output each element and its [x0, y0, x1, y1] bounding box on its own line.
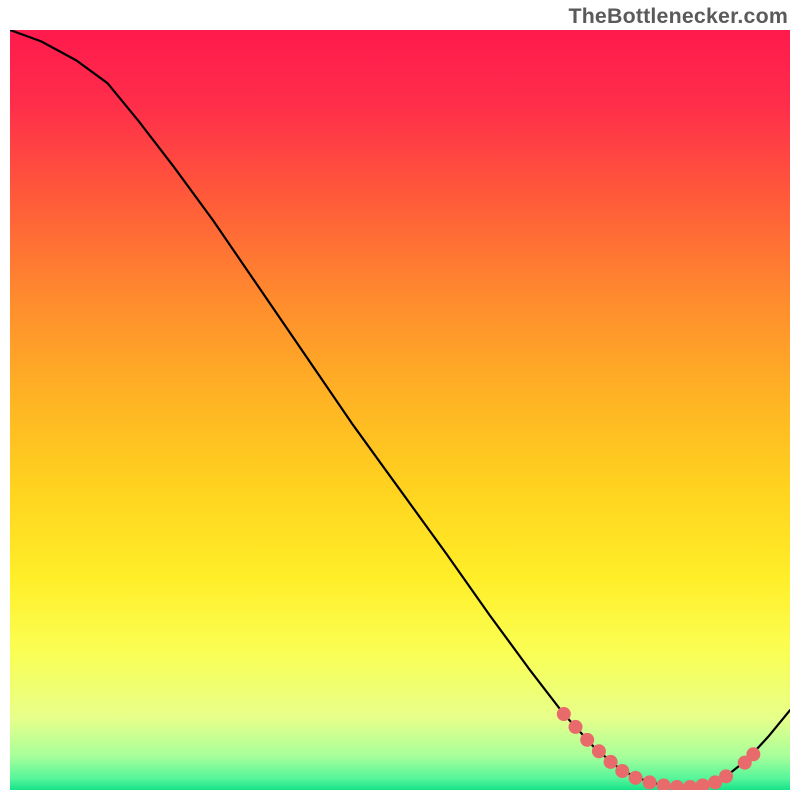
chart-stage: TheBottlenecker.com	[0, 0, 800, 800]
watermark-text: TheBottlenecker.com	[568, 4, 788, 29]
marker-dot	[746, 747, 760, 761]
marker-dot	[604, 755, 618, 769]
marker-dot	[580, 733, 594, 747]
marker-dot	[629, 771, 643, 785]
marker-dot	[643, 775, 657, 789]
gradient-background	[10, 30, 790, 790]
marker-dot	[615, 764, 629, 778]
marker-dot	[719, 769, 733, 783]
plot-area	[10, 30, 790, 790]
marker-dot	[592, 744, 606, 758]
marker-dot	[557, 707, 571, 721]
bottleneck-curve-chart	[10, 30, 790, 790]
marker-dot	[569, 720, 583, 734]
